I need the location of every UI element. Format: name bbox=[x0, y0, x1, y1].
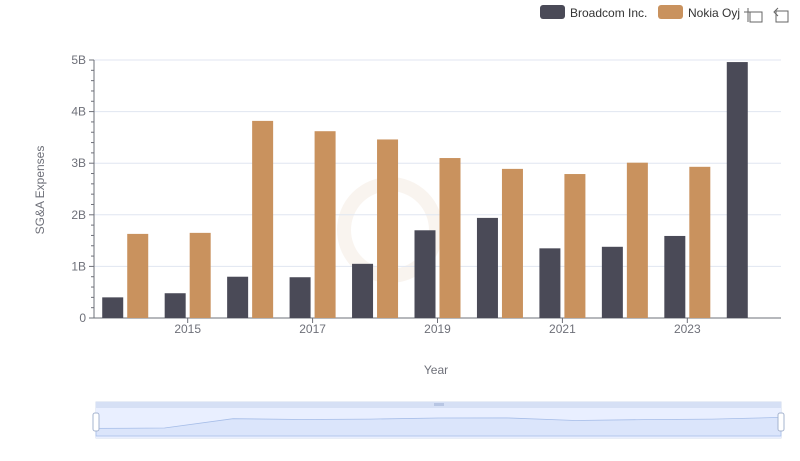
x-tick-label: 2023 bbox=[674, 322, 701, 336]
bar-nokia-oyj-2014[interactable] bbox=[127, 233, 149, 318]
y-tick-label: 1B bbox=[71, 259, 86, 273]
bar-broadcom-inc-2022[interactable] bbox=[601, 246, 623, 318]
bar-nokia-oyj-2018[interactable] bbox=[377, 139, 399, 318]
bar-broadcom-inc-2020[interactable] bbox=[476, 217, 498, 318]
y-tick-label: 4B bbox=[71, 105, 86, 119]
x-tick-label: 2021 bbox=[549, 322, 576, 336]
y-tick-label: 5B bbox=[71, 53, 86, 67]
bar-nokia-oyj-2015[interactable] bbox=[189, 232, 211, 318]
bar-broadcom-inc-2024[interactable] bbox=[726, 62, 748, 319]
bar-broadcom-inc-2017[interactable] bbox=[289, 277, 311, 318]
legend-item-broadcom[interactable]: Broadcom Inc. bbox=[540, 5, 647, 20]
x-tick-label: 2017 bbox=[299, 322, 326, 336]
legend-label-nokia: Nokia Oyj bbox=[688, 6, 740, 20]
x-axis-title: Year bbox=[424, 363, 448, 377]
bar-nokia-oyj-2017[interactable] bbox=[314, 131, 336, 318]
bar-nokia-oyj-2023[interactable] bbox=[689, 166, 711, 318]
bar-nokia-oyj-2021[interactable] bbox=[564, 174, 586, 318]
y-tick-label: 0 bbox=[79, 311, 86, 325]
data-zoom-handle-left[interactable] bbox=[92, 412, 100, 432]
y-tick-label: 3B bbox=[71, 156, 86, 170]
data-zoom-move-handle[interactable] bbox=[434, 403, 444, 406]
bar-broadcom-inc-2016[interactable] bbox=[227, 276, 249, 318]
bar-broadcom-inc-2014[interactable] bbox=[102, 297, 124, 318]
bar-broadcom-inc-2021[interactable] bbox=[539, 248, 561, 318]
legend: Broadcom Inc. Nokia Oyj bbox=[540, 5, 740, 20]
data-zoom-handle-right[interactable] bbox=[777, 412, 785, 432]
x-axis: 2015 2017 2019 2021 2023 bbox=[94, 317, 781, 336]
bar-broadcom-inc-2019[interactable] bbox=[414, 230, 436, 318]
y-axis: 0 1B 2B 3B 4B 5B bbox=[71, 53, 95, 325]
legend-label-broadcom: Broadcom Inc. bbox=[570, 6, 647, 20]
y-tick-label: 2B bbox=[71, 208, 86, 222]
zoom-icon[interactable] bbox=[744, 8, 763, 23]
legend-item-nokia[interactable]: Nokia Oyj bbox=[658, 5, 740, 20]
data-zoom-slider[interactable] bbox=[92, 401, 785, 439]
bar-nokia-oyj-2022[interactable] bbox=[626, 162, 648, 318]
bar-broadcom-inc-2015[interactable] bbox=[164, 293, 186, 318]
bars bbox=[102, 62, 748, 319]
y-axis-title: SG&A Expenses bbox=[33, 146, 47, 235]
bar-broadcom-inc-2023[interactable] bbox=[664, 235, 686, 318]
bar-nokia-oyj-2016[interactable] bbox=[252, 120, 274, 318]
x-tick-label: 2015 bbox=[174, 322, 201, 336]
legend-swatch-nokia bbox=[658, 5, 683, 19]
bar-nokia-oyj-2020[interactable] bbox=[501, 168, 523, 318]
bar-broadcom-inc-2018[interactable] bbox=[352, 263, 374, 318]
data-zoom-preview-line bbox=[95, 416, 782, 437]
zoom-reset-icon[interactable] bbox=[773, 7, 789, 23]
bar-nokia-oyj-2019[interactable] bbox=[439, 158, 461, 318]
legend-swatch-broadcom bbox=[540, 5, 565, 19]
x-tick-label: 2019 bbox=[424, 322, 451, 336]
